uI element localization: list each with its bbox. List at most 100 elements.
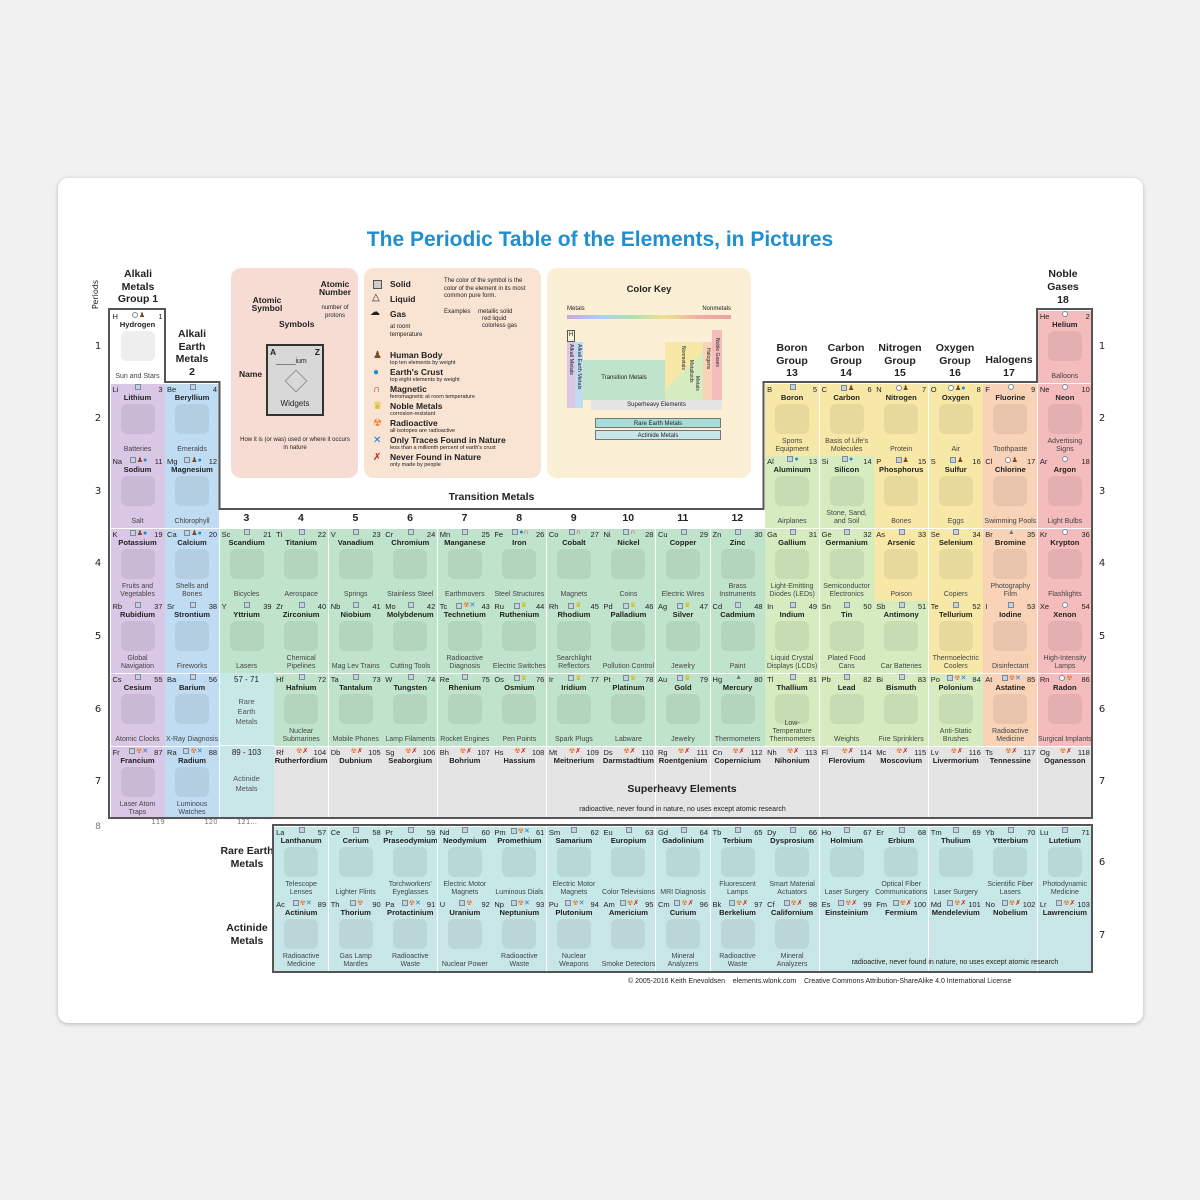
element-name: Scandium	[228, 537, 265, 547]
element-name: Iridium	[561, 683, 587, 692]
element-markers	[997, 601, 1025, 608]
element-markers	[234, 528, 262, 536]
element-name: Californium	[770, 908, 814, 918]
gas-icon	[1062, 456, 1069, 463]
site-link[interactable]: elements.wlonk.com	[732, 978, 797, 985]
element-use: Shells and Bones	[175, 582, 209, 598]
illustration-icon	[1047, 621, 1082, 652]
illustration-icon	[502, 548, 537, 579]
element-use: Springs	[343, 590, 368, 598]
never-icon: ✗	[633, 900, 640, 908]
footer: © 2005-2016 Keith Enevoldsen elements.wl…	[628, 978, 1011, 986]
element-symbol: Rb	[112, 602, 123, 612]
transition-metals-header: Transition Metals	[448, 491, 535, 503]
illustration-icon	[502, 694, 537, 724]
element-cell-lanthanum: La 57 Lanthanum Telescope Lenses	[274, 826, 329, 899]
element-markers	[779, 826, 807, 834]
element-symbol: Nb	[330, 602, 341, 612]
element-symbol: Bi	[876, 675, 883, 684]
liquid-icon: △	[372, 292, 380, 303]
element-cell-flerovium: Fl ☢✗ 114 Flerovium	[819, 746, 874, 819]
color-key-title: Color Key	[626, 284, 672, 295]
atomic-number: 17	[1026, 457, 1036, 467]
element-symbol: Xe	[1039, 602, 1050, 612]
atomic-number: 74	[426, 675, 436, 684]
illustration-icon	[993, 621, 1028, 652]
solid-icon	[947, 900, 954, 907]
atomic-number: 41	[372, 602, 381, 612]
atomic-number: 84	[972, 675, 981, 684]
element-markers: ♟	[834, 384, 862, 392]
rare-earth-placeholder: 57 - 71 Rare Earth Metals	[219, 673, 274, 745]
never-icon: ✗	[847, 747, 854, 755]
traces-icon: ✕	[305, 900, 312, 908]
never-icon: ✗	[466, 747, 472, 755]
radioactive-icon: ☢	[899, 900, 906, 908]
element-use: Chemical Pipelines	[286, 655, 316, 671]
element-use: Emeralds	[177, 445, 207, 453]
atomic-number: 21	[263, 529, 272, 539]
element-use: Rocket Engines	[440, 736, 490, 743]
element-name: Thorium	[340, 908, 371, 918]
element-cell-thallium: Tl 81 Thallium Low-Temperature Thermomet…	[765, 674, 820, 746]
element-use: Fruits and Vegetables	[120, 582, 155, 598]
illustration-icon	[611, 548, 646, 579]
element-symbol: Se	[930, 529, 940, 539]
solid-icon	[680, 826, 687, 833]
solid-icon	[789, 601, 796, 608]
right-period-number: 4	[1098, 558, 1106, 570]
never-icon: ✗	[1011, 747, 1018, 755]
traces-icon: ✕	[469, 602, 476, 610]
noble-metals-icon: ♛	[373, 401, 382, 412]
element-use: Global Navigation	[120, 655, 155, 671]
atomic-number: 35	[1026, 529, 1036, 539]
element-cell-hafnium: Hf 72 Hafnium Nuclear Submarines	[274, 674, 329, 746]
element-use: Mineral Analyzers	[776, 953, 808, 969]
never-icon: ✗	[1069, 900, 1076, 908]
element-markers	[343, 674, 371, 681]
element-use: X-Ray Diagnosis	[165, 736, 219, 743]
element-cell-chromium: Cr 24 Chromium Stainless Steel	[383, 528, 438, 601]
element-use: Swimming Pools	[984, 518, 1037, 526]
illustration-icon	[666, 621, 700, 652]
element-use: High-Intensity Lamps	[1043, 655, 1087, 671]
rare-earth-label: Rare Earth Metals	[220, 845, 274, 870]
element-symbol: Tl	[767, 675, 774, 684]
element-cell-astatine: At ☢✕ 85 Astatine Radioactive Medicine	[983, 674, 1038, 746]
group-14-number: 14	[840, 367, 852, 379]
solid-icon	[842, 456, 849, 463]
solid-icon	[568, 602, 575, 609]
element-name: Lawrencium	[1042, 908, 1087, 918]
element-name: Platinum	[612, 683, 645, 692]
element-cell-barium: Ba 56 Barium X-Ray Diagnosis	[165, 674, 220, 746]
element-markers: ☢✕	[561, 899, 589, 907]
element-cell-neon: Ne 10 Neon Advertising Signs	[1037, 383, 1092, 456]
illustration-icon	[720, 694, 755, 724]
element-markers	[834, 601, 862, 608]
element-symbol: Pa	[385, 900, 395, 910]
never-icon: ✗	[742, 900, 749, 908]
element-cell-oxygen: O ♟● 8 Oxygen Air	[928, 383, 983, 456]
atomic-number: 101	[968, 900, 981, 910]
solid-icon	[898, 528, 905, 535]
element-name: Carbon	[833, 392, 860, 402]
element-cell-helium: He 2 Helium Balloons	[1037, 311, 1092, 383]
solid-icon	[898, 601, 905, 608]
element-cell-rhenium: Re 75 Rhenium Rocket Engines	[437, 674, 492, 746]
element-name: Oganesson	[1044, 755, 1086, 765]
element-use: Searchlight Reflectors	[556, 655, 592, 671]
gas-icon	[947, 384, 954, 391]
atomic-number: 14	[863, 457, 872, 467]
atomic-number: 44	[536, 602, 545, 612]
solid-icon	[183, 747, 190, 754]
element-name: Cobalt	[562, 537, 586, 547]
element-use: Basis of Life's Molecules	[825, 437, 869, 453]
element-name: Protactinium	[387, 908, 434, 918]
element-markers: ☢✗	[615, 747, 643, 755]
element-symbol: Tc	[439, 602, 448, 612]
atomic-number: 40	[317, 602, 327, 612]
illustration-icon	[993, 846, 1028, 877]
element-name: Neptunium	[499, 908, 540, 918]
atomic-number: 29	[699, 529, 708, 539]
solid-icon	[674, 900, 681, 907]
